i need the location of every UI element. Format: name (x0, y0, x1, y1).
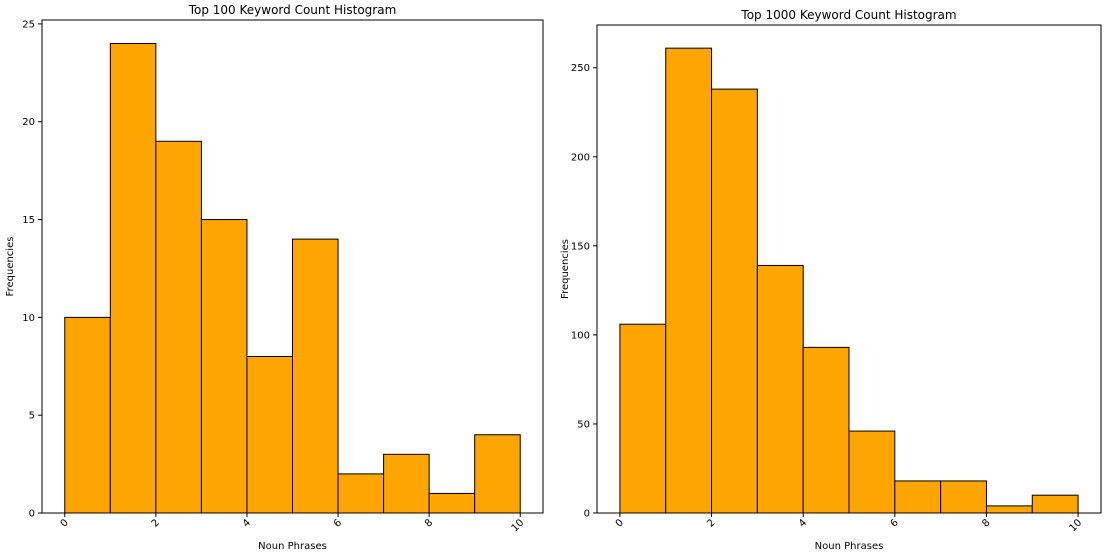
bar (155, 140, 202, 514)
y-tick-label: 150 (571, 241, 590, 252)
bars (619, 47, 1079, 514)
bar (109, 42, 157, 514)
y-axis-label: Frequencies (5, 237, 16, 297)
bar (848, 430, 896, 514)
bar (383, 453, 430, 514)
x-ticks: 0 2 4 6 8 10 (59, 513, 527, 534)
bar (337, 473, 385, 514)
bar (1031, 494, 1079, 514)
x-tick-label: 2 (150, 517, 162, 529)
y-tick-label: 10 (22, 313, 35, 324)
x-tick-label: 4 (241, 517, 253, 529)
y-tick-label: 15 (22, 215, 35, 226)
y-tick-label: 200 (571, 152, 590, 163)
bar (428, 492, 476, 514)
y-ticks: 0 5 10 15 20 25 (22, 19, 42, 520)
bar (711, 88, 758, 514)
x-ticks: 0 2 4 6 8 10 (614, 513, 1084, 534)
x-tick-label: 6 (889, 517, 901, 529)
x-tick-label: 0 (59, 517, 71, 529)
bar (940, 480, 987, 514)
x-tick-label: 8 (423, 517, 435, 529)
histogram-top-1000: Top 1000 Keyword Count Histogram Noun Ph… (560, 8, 1102, 552)
chart-title: Top 100 Keyword Count Histogram (188, 3, 397, 17)
bar (619, 323, 667, 514)
x-tick-label: 10 (1067, 517, 1084, 534)
x-tick-label: 8 (980, 517, 992, 529)
y-tick-label: 20 (22, 117, 35, 128)
histogram-top-100: Top 100 Keyword Count Histogram Noun Phr… (5, 3, 544, 552)
bar (292, 238, 339, 514)
y-ticks: 0 50 100 150 200 250 (571, 63, 597, 520)
x-tick-label: 0 (614, 517, 626, 529)
y-axis-label: Frequencies (560, 239, 571, 299)
bar (985, 505, 1033, 514)
plot-frame (596, 24, 1102, 514)
bar (665, 47, 713, 514)
x-axis-label: Noun Phrases (258, 541, 327, 552)
y-tick-label: 250 (571, 63, 590, 74)
y-tick-label: 100 (571, 330, 590, 341)
y-tick-label: 25 (22, 19, 35, 30)
bar (474, 434, 521, 514)
x-tick-label: 2 (705, 517, 717, 529)
y-tick-label: 0 (584, 509, 590, 520)
bar (200, 219, 248, 514)
bar (802, 346, 850, 514)
chart-title: Top 1000 Keyword Count Histogram (740, 8, 956, 22)
plot-frame (41, 19, 544, 514)
y-tick-label: 5 (29, 411, 35, 422)
x-tick-label: 10 (510, 517, 527, 534)
bar (246, 355, 293, 514)
bar (756, 264, 804, 514)
x-axis-label: Noun Phrases (815, 541, 884, 552)
y-tick-label: 50 (577, 419, 590, 430)
bars (64, 42, 521, 514)
y-tick-label: 0 (29, 509, 35, 520)
bar (894, 480, 942, 514)
x-tick-label: 4 (797, 517, 809, 529)
bar (64, 316, 111, 514)
x-tick-label: 6 (332, 517, 344, 529)
